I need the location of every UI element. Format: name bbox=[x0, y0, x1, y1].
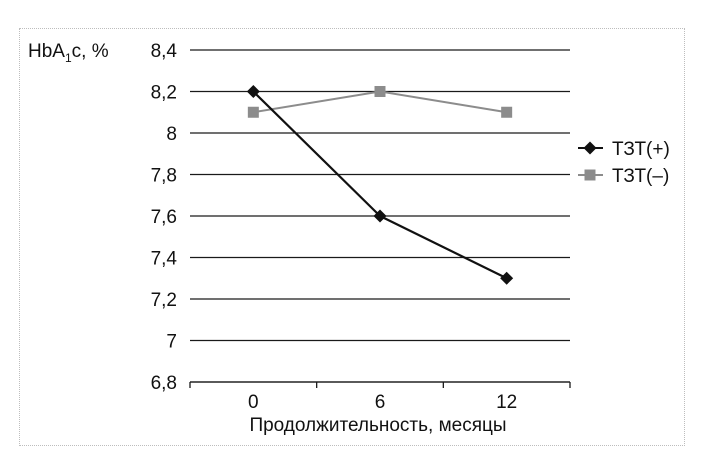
legend-marker bbox=[583, 141, 597, 155]
data-point bbox=[247, 106, 259, 118]
chart-frame bbox=[19, 28, 685, 446]
x-tick-label: 12 bbox=[496, 392, 517, 413]
data-point bbox=[373, 209, 387, 223]
legend-item: ТЗТ(–) bbox=[578, 166, 669, 187]
y-tick-label: 7,8 bbox=[151, 166, 177, 187]
series-layer bbox=[246, 85, 514, 285]
data-point bbox=[374, 86, 386, 97]
data-point bbox=[246, 85, 260, 98]
series-2 bbox=[247, 86, 513, 118]
data-point bbox=[500, 271, 514, 285]
y-tick-label: 8,4 bbox=[151, 41, 178, 62]
x-axis-label: Продолжительность, месяцы bbox=[249, 415, 506, 436]
series-1 bbox=[246, 85, 514, 285]
legend-item: ТЗТ(+) bbox=[578, 139, 670, 160]
y-tick-label: 7,6 bbox=[151, 207, 177, 228]
y-tick-label: 6,8 bbox=[151, 373, 177, 394]
y-axis-ticks: 6,8 7 7,2 7,4 7,6 7,8 8 8,2 8,4 bbox=[151, 41, 178, 394]
legend-marker bbox=[584, 169, 596, 181]
data-point bbox=[501, 106, 513, 118]
series-line bbox=[252, 90, 508, 280]
y-tick-label: 7 bbox=[166, 332, 177, 353]
x-tick-label: 6 bbox=[375, 392, 386, 413]
y-tick-label: 8 bbox=[166, 124, 177, 145]
y-tick-label: 8,2 bbox=[151, 83, 177, 104]
y-tick-label: 7,4 bbox=[151, 249, 178, 270]
y-tick-label: 7,2 bbox=[151, 290, 177, 311]
y-axis-label: HbA1c, % bbox=[28, 41, 109, 65]
x-tick-label: 0 bbox=[248, 392, 259, 413]
legend-label: ТЗТ(+) bbox=[612, 139, 670, 160]
x-axis-ticks: 0 6 12 bbox=[189, 381, 571, 413]
legend-label: ТЗТ(–) bbox=[612, 166, 669, 187]
legend: ТЗТ(+) ТЗТ(–) bbox=[578, 139, 670, 187]
